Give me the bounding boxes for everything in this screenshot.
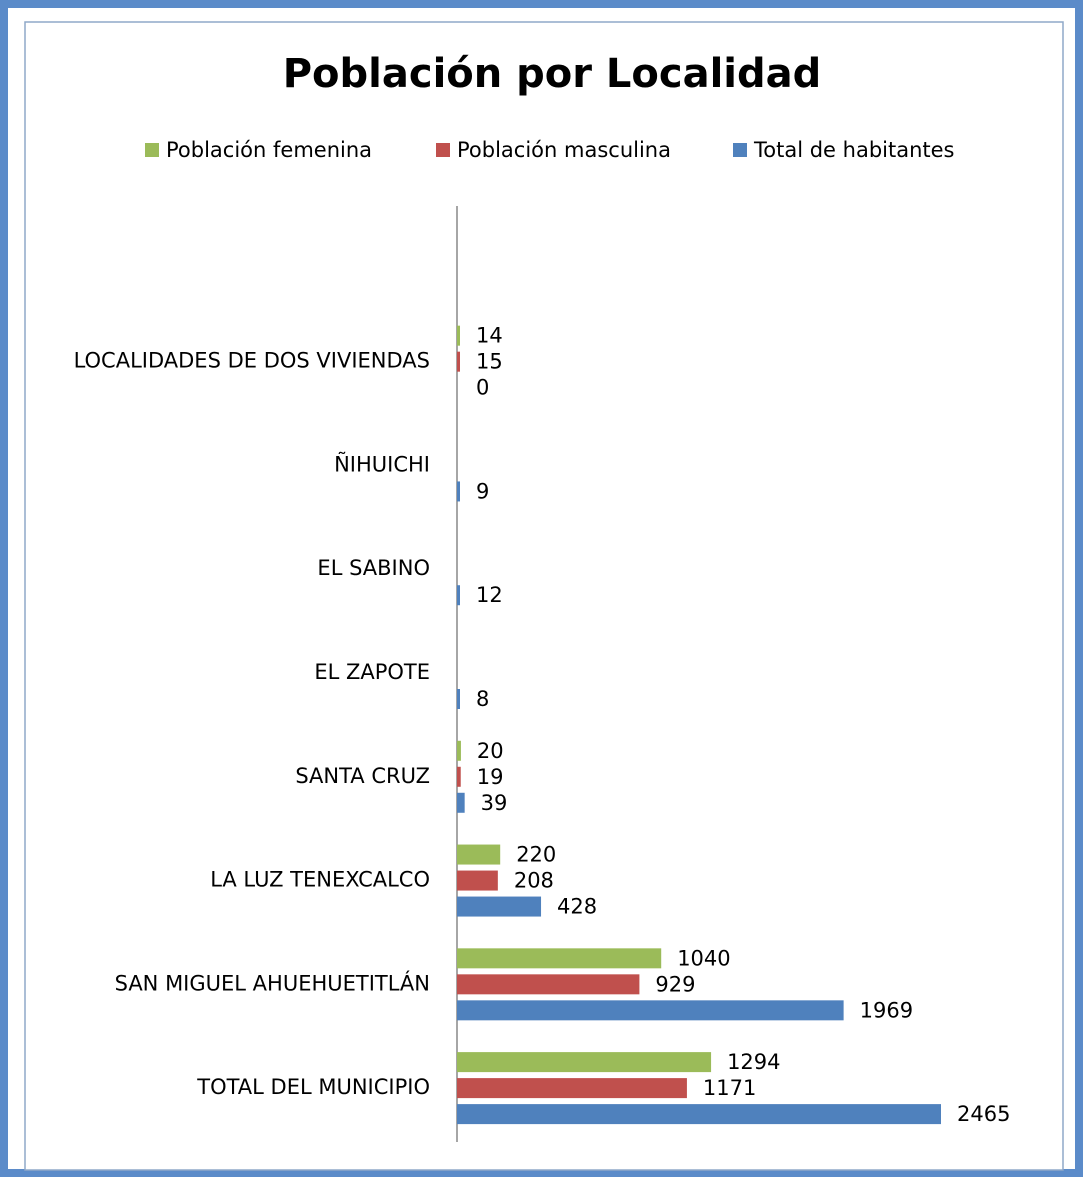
bar <box>457 792 465 813</box>
category-label: EL ZAPOTE <box>314 660 430 684</box>
bar <box>457 870 498 891</box>
bar <box>457 1052 712 1073</box>
legend-swatch <box>436 143 450 157</box>
value-label: 2465 <box>957 1102 1010 1126</box>
bar <box>457 844 501 865</box>
value-label: 220 <box>516 843 556 867</box>
category-label: EL SABINO <box>317 556 430 580</box>
value-label: 12 <box>476 583 503 607</box>
bar <box>457 351 460 372</box>
legend-swatch <box>733 143 747 157</box>
value-label: 9 <box>476 479 489 503</box>
category-label: SANTA CRUZ <box>295 764 430 788</box>
chart-title: Población por Localidad <box>283 51 822 97</box>
legend-label: Población masculina <box>457 138 671 162</box>
value-label: 39 <box>481 791 508 815</box>
bar <box>457 740 461 761</box>
category-label: SAN MIGUEL AHUEHUETITLÁN <box>115 970 430 995</box>
bar <box>457 481 460 502</box>
category-label: LA LUZ TENEXCALCO <box>210 868 430 892</box>
category-label: TOTAL DEL MUNICIPIO <box>196 1075 430 1099</box>
bar <box>457 766 461 787</box>
bar <box>457 585 460 606</box>
legend-label: Total de habitantes <box>753 138 955 162</box>
value-label: 208 <box>514 869 554 893</box>
value-label: 14 <box>476 324 503 348</box>
value-label: 19 <box>477 765 504 789</box>
bar <box>457 974 640 995</box>
legend-swatch <box>145 143 159 157</box>
value-label: 15 <box>476 350 503 374</box>
bar <box>457 325 460 346</box>
bar <box>457 1000 844 1021</box>
value-label: 20 <box>477 739 504 763</box>
category-label: ÑIHUICHI <box>334 450 430 476</box>
bar <box>457 948 662 969</box>
bar <box>457 1078 687 1099</box>
bar <box>457 1104 941 1125</box>
bar <box>457 689 460 709</box>
value-label: 1040 <box>677 946 730 970</box>
bar <box>457 896 542 917</box>
value-label: 929 <box>655 972 695 996</box>
value-label: 0 <box>476 376 489 400</box>
value-label: 1171 <box>703 1076 756 1100</box>
value-label: 428 <box>557 895 597 919</box>
category-label: LOCALIDADES DE DOS VIVIENDAS <box>74 349 430 373</box>
value-label: 1969 <box>860 998 913 1022</box>
legend-label: Población femenina <box>166 138 372 162</box>
value-label: 1294 <box>727 1050 780 1074</box>
value-label: 8 <box>476 687 489 711</box>
